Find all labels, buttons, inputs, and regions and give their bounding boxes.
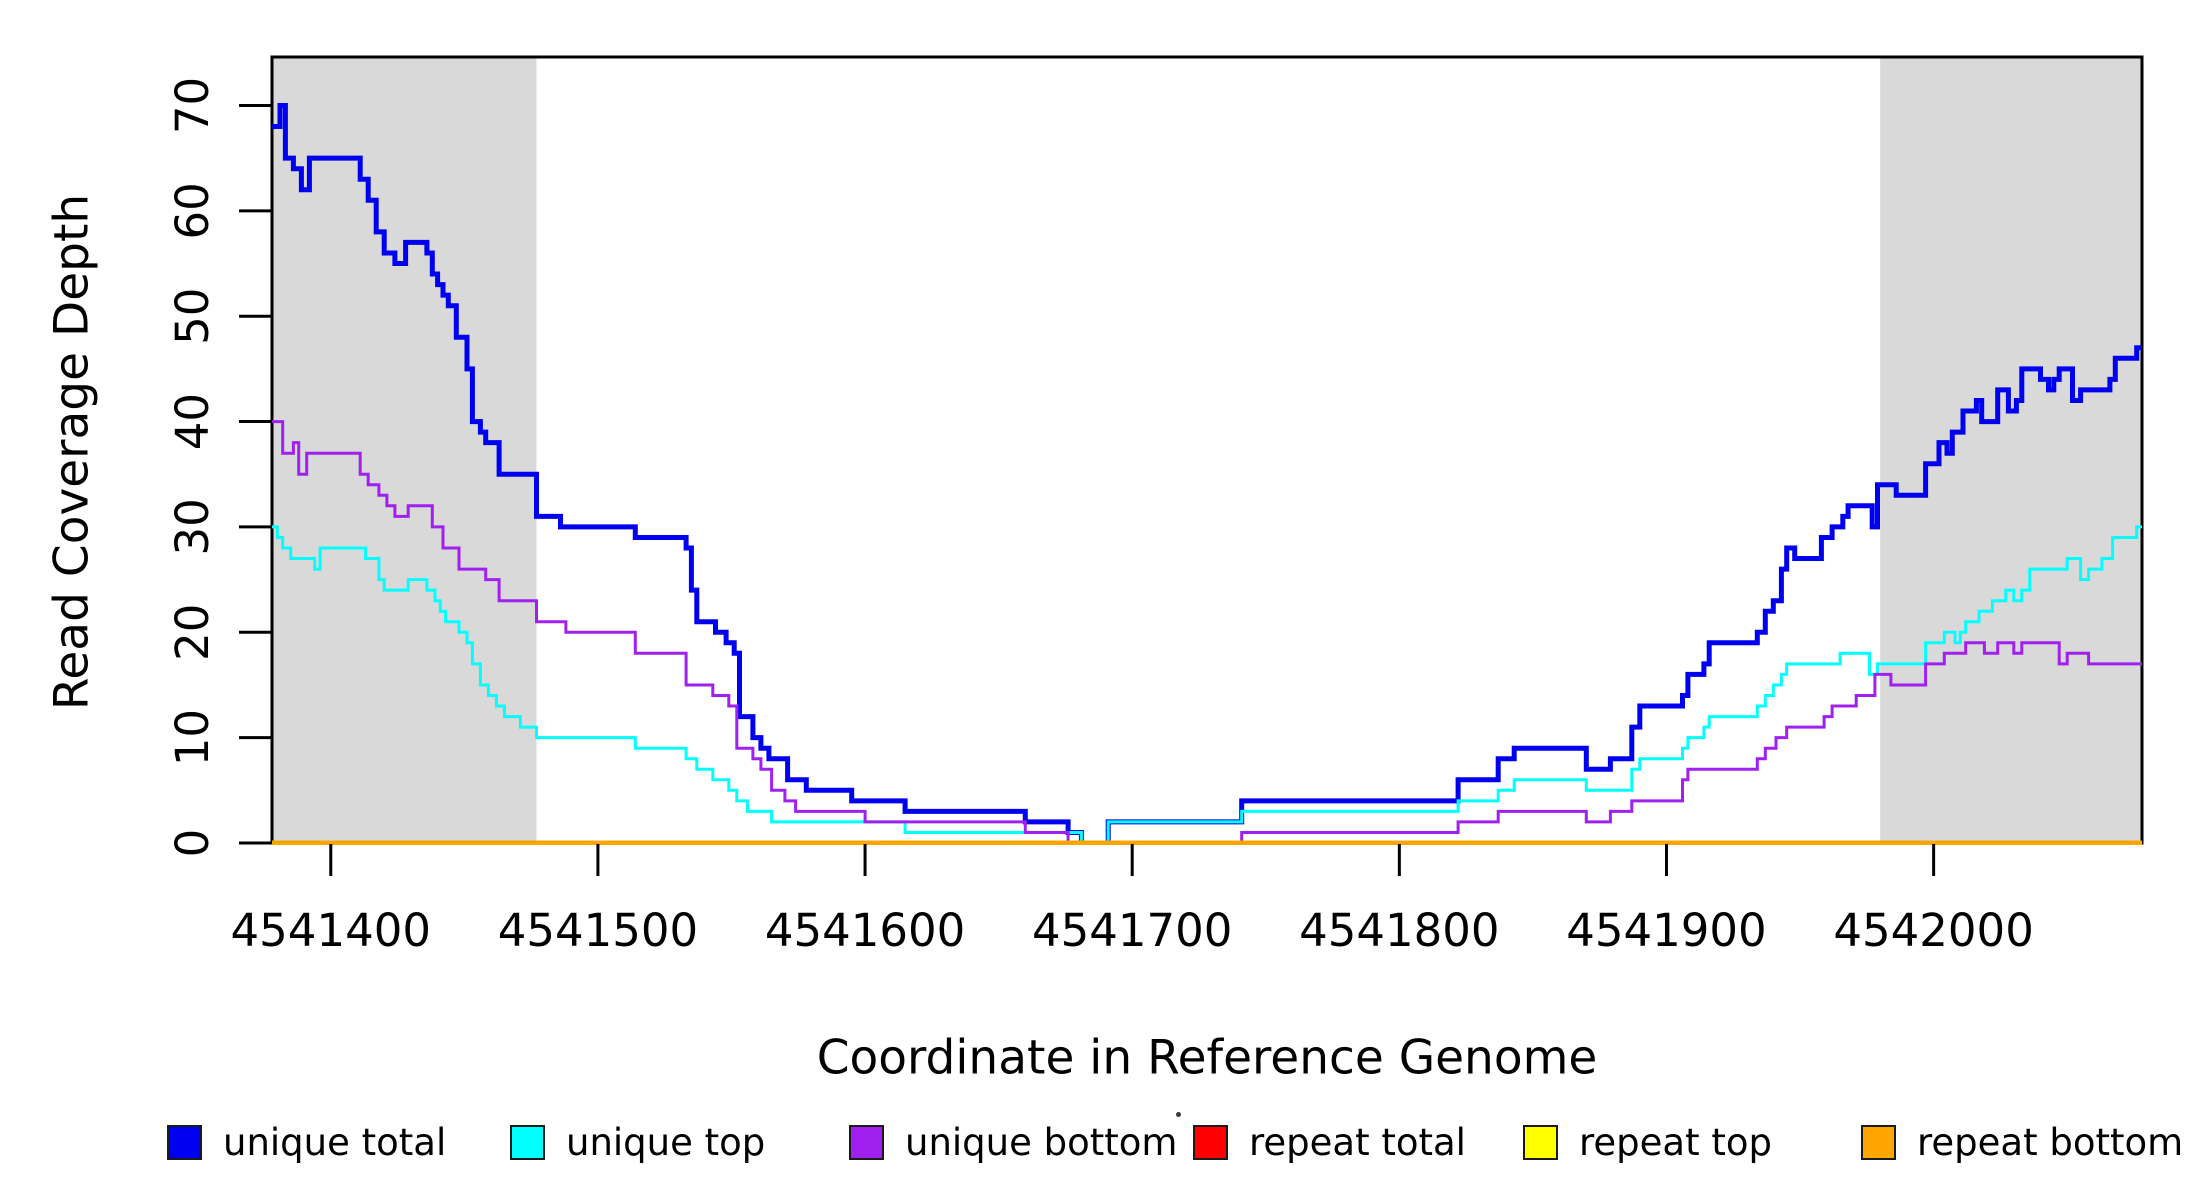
x-tick-label: 4541500 bbox=[498, 904, 698, 957]
legend-item-label: repeat total bbox=[1249, 1121, 1466, 1164]
y-tick-label: 70 bbox=[166, 77, 219, 134]
x-tick-label: 4541800 bbox=[1299, 904, 1499, 957]
legend-item-label: repeat top bbox=[1579, 1121, 1772, 1164]
legend-swatch-unique-bottom bbox=[849, 1125, 884, 1160]
y-tick-label: 30 bbox=[166, 498, 219, 555]
legend-item-repeat-total: repeat total bbox=[1193, 1124, 1466, 1161]
x-tick-label: 4541900 bbox=[1566, 904, 1766, 957]
legend-item-label: unique top bbox=[566, 1121, 766, 1164]
y-tick-label: 60 bbox=[166, 182, 219, 239]
y-tick-label: 10 bbox=[166, 709, 219, 766]
y-tick-label: 40 bbox=[166, 393, 219, 450]
stray-dot bbox=[1176, 1112, 1181, 1117]
shaded-region bbox=[272, 57, 537, 843]
legend-swatch-unique-top bbox=[510, 1125, 545, 1160]
legend-item-unique-top: unique top bbox=[510, 1124, 765, 1161]
y-tick-label: 20 bbox=[166, 604, 219, 661]
legend-swatch-repeat-total bbox=[1193, 1125, 1228, 1160]
legend-swatch-unique-total bbox=[167, 1125, 202, 1160]
legend-item-unique-bottom: unique bottom bbox=[849, 1124, 1177, 1161]
legend-item-label: unique total bbox=[223, 1121, 447, 1164]
legend-item-unique-total: unique total bbox=[167, 1124, 446, 1161]
series-line-unique-bottom bbox=[272, 420, 2142, 845]
x-axis-title: Coordinate in Reference Genome bbox=[816, 1030, 1598, 1086]
legend-item-label: repeat bottom bbox=[1917, 1121, 2184, 1164]
legend-item-label: unique bottom bbox=[905, 1121, 1178, 1164]
series-line-unique-top bbox=[272, 525, 2142, 845]
series-line-unique-total bbox=[272, 103, 2142, 845]
x-tick-label: 4542000 bbox=[1833, 904, 2033, 957]
y-tick-label: 50 bbox=[166, 288, 219, 345]
legend-item-repeat-top: repeat top bbox=[1523, 1124, 1772, 1161]
legend-item-repeat-bottom: repeat bottom bbox=[1861, 1124, 2183, 1161]
y-tick-label: 0 bbox=[166, 829, 219, 858]
x-tick-label: 4541400 bbox=[231, 904, 431, 957]
x-tick-label: 4541600 bbox=[765, 904, 965, 957]
legend-swatch-repeat-bottom bbox=[1861, 1125, 1896, 1160]
x-tick-label: 4541700 bbox=[1032, 904, 1232, 957]
legend-swatch-repeat-top bbox=[1523, 1125, 1558, 1160]
shaded-region bbox=[1880, 57, 2142, 843]
